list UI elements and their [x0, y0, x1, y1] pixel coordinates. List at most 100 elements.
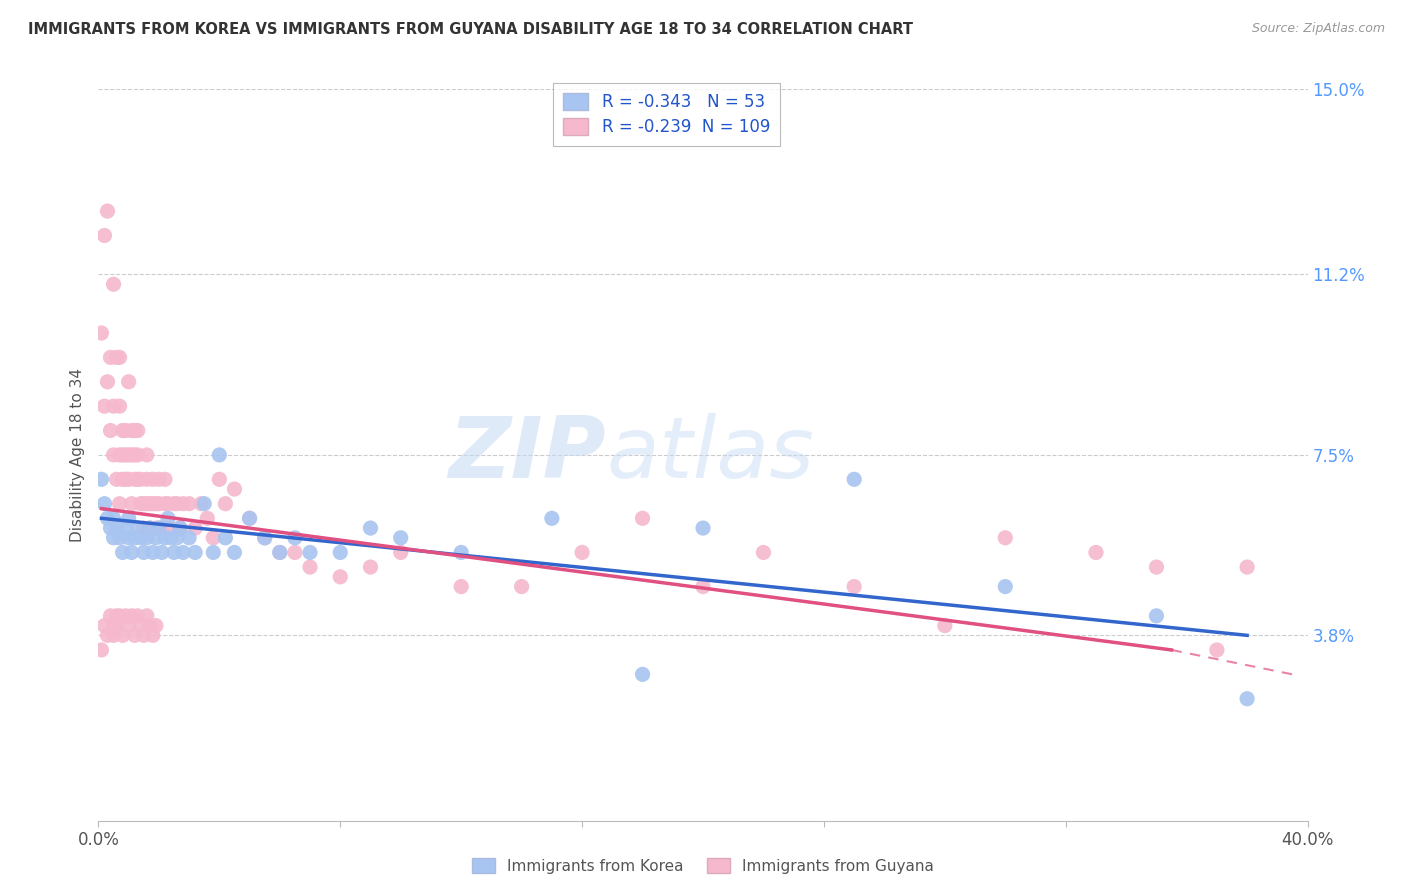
- Point: [124, 448, 146, 462]
- Point: [179, 531, 201, 545]
- Point: [150, 545, 173, 559]
- Point: [145, 521, 167, 535]
- Point: [139, 521, 162, 535]
- Point: [139, 497, 162, 511]
- Point: [389, 545, 412, 559]
- Point: [135, 448, 157, 462]
- Point: [111, 472, 134, 486]
- Point: [284, 545, 307, 559]
- Point: [1085, 545, 1108, 559]
- Point: [253, 531, 276, 545]
- Point: [129, 497, 152, 511]
- Point: [1144, 560, 1167, 574]
- Point: [329, 545, 352, 559]
- Text: IMMIGRANTS FROM KOREA VS IMMIGRANTS FROM GUYANA DISABILITY AGE 18 TO 34 CORRELAT: IMMIGRANTS FROM KOREA VS IMMIGRANTS FROM…: [28, 22, 912, 37]
- Point: [269, 545, 291, 559]
- Point: [179, 497, 201, 511]
- Point: [103, 618, 125, 632]
- Point: [269, 545, 291, 559]
- Point: [1236, 691, 1258, 706]
- Point: [329, 570, 352, 584]
- Point: [142, 628, 165, 642]
- Text: ZIP: ZIP: [449, 413, 606, 497]
- Point: [169, 521, 191, 535]
- Point: [934, 618, 956, 632]
- Point: [96, 204, 118, 219]
- Point: [631, 667, 654, 681]
- Point: [692, 580, 714, 594]
- Point: [145, 618, 167, 632]
- Point: [692, 521, 714, 535]
- Point: [127, 472, 149, 486]
- Point: [145, 497, 167, 511]
- Point: [135, 531, 157, 545]
- Point: [299, 545, 322, 559]
- Point: [90, 472, 112, 486]
- Point: [103, 511, 125, 525]
- Point: [127, 608, 149, 623]
- Point: [127, 424, 149, 438]
- Point: [118, 472, 141, 486]
- Text: Source: ZipAtlas.com: Source: ZipAtlas.com: [1251, 22, 1385, 36]
- Point: [163, 545, 186, 559]
- Point: [124, 472, 146, 486]
- Point: [184, 545, 207, 559]
- Point: [108, 531, 131, 545]
- Point: [193, 497, 215, 511]
- Point: [132, 545, 155, 559]
- Point: [202, 531, 225, 545]
- Point: [166, 497, 188, 511]
- Point: [148, 497, 170, 511]
- Point: [108, 448, 131, 462]
- Point: [1144, 608, 1167, 623]
- Legend: R = -0.343   N = 53, R = -0.239  N = 109: R = -0.343 N = 53, R = -0.239 N = 109: [554, 83, 780, 146]
- Point: [111, 448, 134, 462]
- Point: [100, 351, 122, 365]
- Point: [100, 424, 122, 438]
- Point: [111, 628, 134, 642]
- Point: [631, 511, 654, 525]
- Point: [153, 472, 176, 486]
- Point: [844, 580, 866, 594]
- Point: [114, 521, 136, 535]
- Point: [224, 545, 246, 559]
- Point: [118, 448, 141, 462]
- Point: [96, 511, 118, 525]
- Point: [114, 424, 136, 438]
- Point: [148, 521, 170, 535]
- Text: atlas: atlas: [606, 413, 814, 497]
- Point: [153, 497, 176, 511]
- Point: [118, 375, 141, 389]
- Point: [156, 497, 179, 511]
- Point: [111, 545, 134, 559]
- Point: [142, 472, 165, 486]
- Point: [114, 448, 136, 462]
- Point: [166, 531, 188, 545]
- Point: [108, 399, 131, 413]
- Point: [752, 545, 775, 559]
- Point: [190, 497, 212, 511]
- Point: [124, 424, 146, 438]
- Point: [124, 628, 146, 642]
- Point: [96, 628, 118, 642]
- Point: [135, 472, 157, 486]
- Point: [124, 531, 146, 545]
- Point: [129, 472, 152, 486]
- Point: [202, 545, 225, 559]
- Point: [153, 531, 176, 545]
- Point: [1206, 643, 1229, 657]
- Point: [239, 511, 262, 525]
- Point: [214, 531, 236, 545]
- Legend: Immigrants from Korea, Immigrants from Guyana: Immigrants from Korea, Immigrants from G…: [467, 852, 939, 880]
- Point: [105, 351, 128, 365]
- Point: [105, 608, 128, 623]
- Point: [360, 521, 382, 535]
- Point: [103, 399, 125, 413]
- Point: [132, 628, 155, 642]
- Point: [118, 531, 141, 545]
- Point: [90, 643, 112, 657]
- Point: [148, 521, 170, 535]
- Point: [284, 531, 307, 545]
- Point: [208, 448, 231, 462]
- Point: [127, 521, 149, 535]
